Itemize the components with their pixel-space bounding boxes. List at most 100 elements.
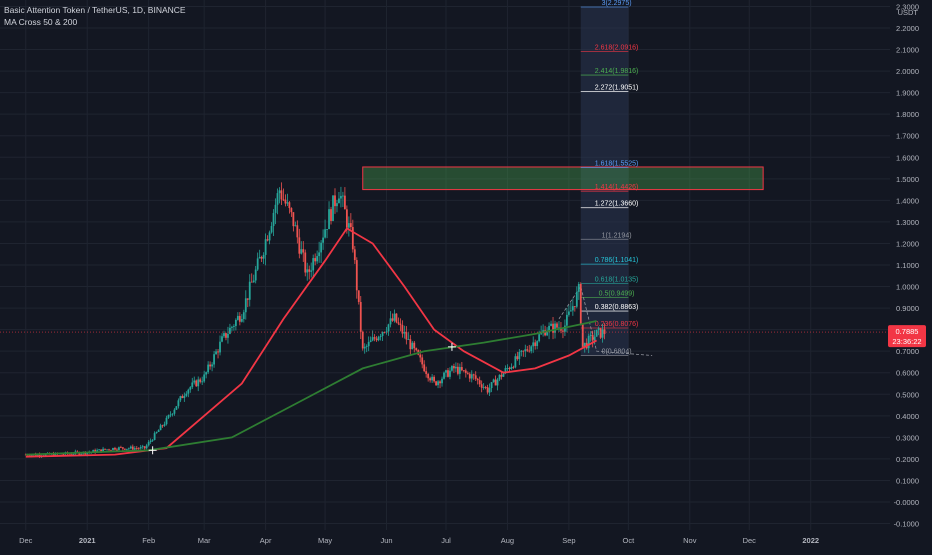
candle-body — [298, 237, 301, 254]
candle-body — [427, 373, 430, 379]
x-tick-label: Jul — [441, 536, 451, 545]
candle-body — [514, 356, 517, 368]
candle-body — [258, 256, 261, 259]
candle-body — [385, 331, 388, 333]
candle-body — [371, 337, 374, 341]
candle-body — [506, 368, 509, 369]
candle-body — [221, 336, 223, 342]
candle-body — [431, 376, 434, 381]
candle-body — [484, 387, 487, 388]
candle-body — [468, 373, 471, 379]
candle-body — [209, 364, 212, 367]
candle-body — [456, 366, 459, 374]
candle-body — [294, 225, 297, 227]
candle-body — [326, 229, 328, 230]
candle-body — [504, 368, 507, 373]
candle-body — [104, 448, 106, 450]
candle-body — [579, 284, 582, 325]
candle-body — [498, 374, 501, 380]
candle-body — [199, 379, 202, 382]
candle-body — [429, 378, 432, 381]
candle-body — [143, 446, 146, 449]
candle-body — [389, 318, 392, 325]
candle-body — [373, 337, 376, 339]
candle-body — [377, 336, 380, 341]
candle-body — [342, 195, 344, 197]
x-tick-label: May — [318, 536, 332, 545]
price-tag-countdown: 23:36:22 — [892, 337, 921, 346]
candle-body — [383, 332, 386, 333]
fib-level-label: 0.236(0.8076) — [595, 321, 639, 328]
candle-body — [24, 454, 27, 456]
candle-body — [80, 453, 83, 455]
indicator-label[interactable]: MA Cross 50 & 200 — [4, 17, 78, 27]
candle-body — [30, 454, 33, 456]
candle-body — [328, 209, 330, 230]
y-tick-label: 1.8000 — [896, 110, 919, 119]
y-tick-label: 2.1000 — [896, 46, 919, 55]
candle-body — [246, 298, 249, 300]
y-tick-label: 0.1000 — [896, 476, 919, 485]
candle-body — [312, 258, 315, 271]
candle-body — [482, 387, 485, 388]
candle-body — [217, 351, 219, 353]
projection-path — [558, 285, 653, 356]
candle-body — [595, 329, 598, 337]
candle-body — [591, 334, 594, 341]
candle-body — [288, 202, 291, 209]
candle-body — [599, 328, 602, 338]
candle-body — [207, 364, 210, 373]
candle-body — [488, 388, 491, 393]
candle-body — [189, 387, 192, 390]
candle-body — [163, 424, 166, 426]
fib-level-label: 1.272(1.3660) — [595, 201, 639, 208]
candle-body — [556, 323, 558, 328]
candle-body — [351, 227, 354, 250]
candle-body — [248, 281, 251, 300]
x-tick-label: Nov — [683, 536, 697, 545]
candle-body — [526, 349, 529, 351]
y-tick-label: 0.9000 — [896, 304, 919, 313]
candle-body — [464, 370, 467, 373]
fib-level-label: 1(1.2194) — [602, 232, 632, 239]
y-tick-label: -0.1000 — [894, 520, 919, 529]
candle-body — [213, 354, 215, 365]
candle-body — [524, 349, 527, 352]
candle-body — [462, 370, 465, 372]
candle-body — [597, 328, 600, 330]
candle-body — [256, 258, 259, 270]
candle-body — [508, 368, 511, 370]
candle-body — [155, 431, 158, 434]
candle-body — [401, 325, 404, 334]
candle-body — [530, 346, 533, 352]
candle-body — [433, 376, 435, 382]
symbol-title[interactable]: Basic Attention Token / TetherUS, 1D, BI… — [4, 5, 186, 15]
candle-body — [363, 346, 366, 349]
candle-body — [242, 312, 245, 319]
candle-body — [139, 447, 142, 449]
candle-body — [353, 249, 356, 261]
candle-body — [421, 357, 424, 365]
x-tick-label: Apr — [260, 536, 272, 545]
candle-body — [274, 204, 277, 213]
candle-body — [118, 447, 120, 450]
y-tick-label: 1.1000 — [896, 261, 919, 270]
candle-body — [157, 430, 160, 432]
candle-body — [554, 323, 556, 333]
candle-body — [490, 382, 493, 389]
candle-body — [203, 374, 206, 382]
y-tick-label: 1.9000 — [896, 89, 919, 98]
candle-body — [268, 232, 271, 241]
candle-body — [300, 249, 303, 254]
x-tick-label: Dec — [743, 536, 757, 545]
candle-body — [177, 400, 180, 407]
price-tag-value: 0.7885 — [896, 327, 919, 336]
candle-body — [282, 199, 285, 201]
candle-body — [254, 269, 257, 281]
candle-body — [159, 425, 162, 431]
candle-body — [284, 199, 287, 204]
candle-body — [183, 395, 186, 399]
candle-body — [304, 252, 307, 273]
